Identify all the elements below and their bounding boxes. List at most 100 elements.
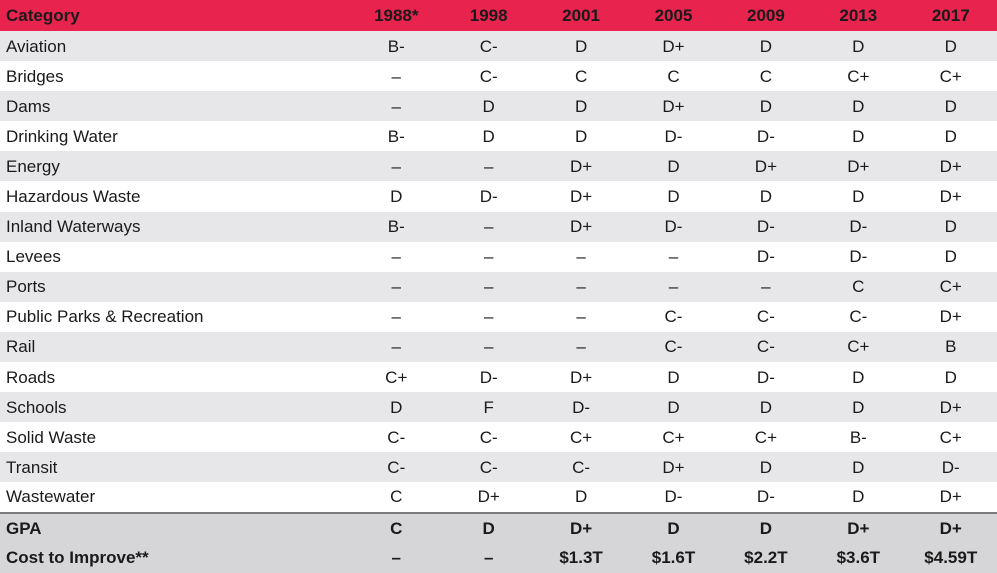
table-body: Aviation B- C- D D+ D D D Bridges – C- C C C C+ C+ Dams –… xyxy=(0,31,997,513)
grade-cell: – xyxy=(391,307,402,327)
grade-cell: D xyxy=(759,187,773,207)
category-cell: Transit xyxy=(6,457,58,477)
grade-cell: C xyxy=(574,66,588,86)
grade-cell: D xyxy=(852,367,865,387)
grade-cell: D- xyxy=(664,126,683,146)
category-cell: Hazardous Waste xyxy=(6,187,141,207)
grade-cell: D+ xyxy=(847,156,870,176)
grade-cell: D xyxy=(944,36,957,56)
gpa-row: GPA C D D+ D D D+ D+ xyxy=(0,511,997,543)
grade-cell: D xyxy=(667,367,680,387)
grade-cell: C+ xyxy=(847,337,870,357)
category-cell: Roads xyxy=(6,367,56,387)
grade-cell: B xyxy=(945,337,957,357)
grade-cell: D xyxy=(574,487,588,507)
grade-cell: C- xyxy=(387,427,406,447)
table-row: Public Parks & Recreation – – – C- C- C- D+ xyxy=(0,301,997,332)
grade-cell: D- xyxy=(756,367,775,387)
grade-cell: B- xyxy=(849,427,867,447)
grade-cell: – xyxy=(483,337,494,357)
column-header-year: 2001 xyxy=(562,6,600,25)
grade-cell: C xyxy=(667,66,680,86)
grade-cell: C xyxy=(852,277,865,297)
grade-cell: – xyxy=(483,247,494,267)
summary-value-cell: D xyxy=(719,511,813,543)
category-cell: Dams xyxy=(6,96,51,116)
cost-to-improve-row: Cost to Improve** – – $1.3T $1.6T $2.2T $3.6T $… xyxy=(0,542,997,573)
grade-cell: C+ xyxy=(385,367,408,387)
summary-value-cell: $4.59T xyxy=(924,548,978,567)
grade-cell: C- xyxy=(664,307,683,327)
grade-cell: D- xyxy=(849,217,868,237)
column-header-year: 2017 xyxy=(931,6,970,25)
grade-cell: – xyxy=(391,337,402,357)
grade-cell: B- xyxy=(387,36,405,56)
grade-cell: – xyxy=(668,247,679,267)
grade-cell: D xyxy=(852,96,865,116)
category-cell: Rail xyxy=(6,337,36,357)
summary-value-cell: $2.2T xyxy=(744,548,788,567)
summary-value-cell: $3.6T xyxy=(836,548,881,567)
grade-cell: D xyxy=(944,367,957,387)
grade-cell: D+ xyxy=(569,217,593,237)
grade-cell: C xyxy=(390,487,403,507)
grade-cell: D- xyxy=(756,126,775,146)
grade-cell: – xyxy=(483,307,494,327)
grade-cell: D+ xyxy=(939,397,962,417)
grade-cell: D xyxy=(759,96,773,116)
table-row: Wastewater C D+ D D- D- D D+ xyxy=(0,482,997,513)
grade-cell: – xyxy=(576,247,586,267)
summary-value-cell: D+ xyxy=(812,511,905,543)
table-row: Ports – – – – – C C+ xyxy=(0,271,997,302)
grade-cell: D xyxy=(390,397,403,417)
grade-cell: D- xyxy=(572,397,591,417)
category-cell: Wastewater xyxy=(6,487,96,507)
grade-cell: C- xyxy=(479,427,498,447)
grade-cell: D+ xyxy=(569,187,593,207)
grade-cell: D+ xyxy=(662,36,685,56)
summary-value-cell: – xyxy=(391,548,402,567)
grade-cell: D xyxy=(667,187,680,207)
grade-cell: C- xyxy=(756,337,775,357)
grade-cell: C- xyxy=(387,457,406,477)
grade-cell: D- xyxy=(756,247,775,267)
grade-cell: D- xyxy=(756,217,775,237)
table-row: Drinking Water B- D D D- D- D D xyxy=(0,121,997,152)
grade-cell: B- xyxy=(387,126,405,146)
summary-value-cell: $1.3T xyxy=(559,548,603,567)
grade-cell: D xyxy=(574,96,588,116)
summary-value-cell: $1.6T xyxy=(651,548,696,567)
category-cell: Schools xyxy=(6,397,67,417)
table-header: Category 1988* 1998 2001 2005 2009 2013 2017 xyxy=(0,0,997,31)
summary-value-cell: D+ xyxy=(534,511,628,543)
grade-cell: D+ xyxy=(939,187,962,207)
category-cell: Public Parks & Recreation xyxy=(6,307,204,327)
column-header-year: 1988* xyxy=(374,6,419,25)
grade-cell: – xyxy=(576,337,586,357)
column-header-year: 2009 xyxy=(746,6,785,25)
summary-label-cell: Cost to Improve** xyxy=(6,548,149,567)
category-cell: Drinking Water xyxy=(6,126,118,146)
table-row: Schools D F D- D D D D+ xyxy=(0,392,997,423)
grade-cell: D xyxy=(852,36,865,56)
grade-cell: C+ xyxy=(662,427,685,447)
grade-cell: D+ xyxy=(939,487,962,507)
column-header-category: Category xyxy=(6,6,80,25)
grade-cell: D xyxy=(574,36,588,56)
grade-cell: C+ xyxy=(569,427,593,447)
grade-cell: D- xyxy=(941,457,960,477)
table-row: Inland Waterways B- – D+ D- D- D- D xyxy=(0,211,997,242)
header-row: Category 1988* 1998 2001 2005 2009 2013 2017 xyxy=(0,0,997,31)
grade-cell: D- xyxy=(479,187,498,207)
table-row: Aviation B- C- D D+ D D D xyxy=(0,31,997,62)
grade-cell: – xyxy=(391,156,402,176)
summary-value-cell: D+ xyxy=(904,511,997,543)
table-row: Levees – – – – D- D- D xyxy=(0,241,997,272)
grade-cell: D+ xyxy=(939,307,962,327)
table-row: Dams – D D D+ D D D xyxy=(0,91,997,122)
grade-cell: D xyxy=(852,187,865,207)
grade-cell: D xyxy=(852,397,865,417)
summary-value-cell: C xyxy=(350,511,443,543)
grade-cell: – xyxy=(761,277,771,297)
